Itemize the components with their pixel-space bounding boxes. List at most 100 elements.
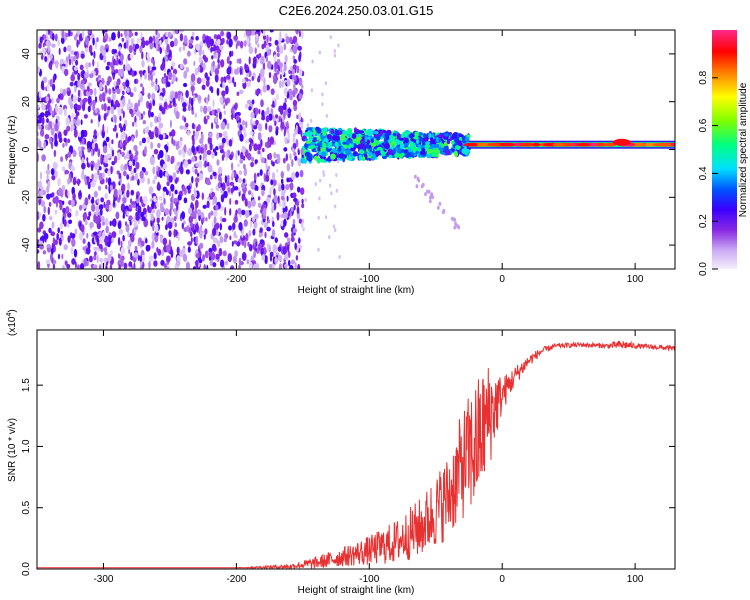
spectrogram-cell [71, 258, 76, 265]
spectrogram-cell [273, 202, 276, 211]
spectrogram-y-ticks: -40 -20 0 20 40 [21, 48, 675, 252]
spectrogram-cell [196, 172, 200, 177]
spectrogram-cell [120, 164, 125, 172]
spectrogram-cell [265, 55, 269, 63]
spectrogram-cell [157, 153, 160, 161]
spectrogram-cell [140, 211, 145, 218]
spectrogram-cell [60, 156, 64, 163]
spectrogram-cell [122, 197, 127, 204]
spectrogram-cell [57, 177, 61, 187]
spectrogram-cell [213, 216, 217, 225]
spectrogram-cell [85, 36, 88, 46]
spectrogram-cell [226, 67, 232, 75]
spectrogram-cell [45, 96, 49, 102]
colorbar: 0.0 0.2 0.4 0.6 0.8 Normalized spectral ampl… [698, 30, 749, 276]
spectrogram-cell [270, 160, 273, 165]
spectrogram-cell [175, 210, 178, 219]
spectrogram-cell [239, 67, 242, 76]
spectrogram-cell [263, 222, 268, 229]
spectrogram-cell [95, 216, 99, 225]
spectrogram-cell [241, 209, 246, 216]
spectrogram-cell [202, 254, 206, 262]
spectrogram-cell [119, 68, 125, 78]
spectrogram-cell [309, 118, 313, 123]
spectrogram-cell [444, 150, 451, 156]
spectrogram-cell [70, 233, 76, 239]
spectrogram-cell [257, 43, 260, 48]
spectrogram-cell [113, 114, 117, 124]
spectrogram-cell [122, 234, 125, 242]
spectrogram-cell [103, 103, 107, 112]
spectrogram-cell [125, 223, 130, 233]
spectrogram-cell [62, 143, 65, 148]
spectrogram-cell [88, 255, 93, 263]
spectrogram-cell [396, 133, 401, 140]
spectrogram-cell [254, 213, 259, 220]
spectrogram-cell [70, 165, 76, 172]
spectrogram-cell [117, 152, 121, 161]
spectrogram-cell [266, 49, 271, 56]
spectrogram-cell [222, 130, 228, 137]
spectrogram-cell [254, 47, 257, 54]
spectrogram-cell [57, 253, 61, 260]
spectrogram-cell [282, 102, 287, 111]
spectrogram-cell [297, 263, 301, 269]
spectrogram-cell [179, 125, 184, 130]
spectrogram-cell [152, 166, 156, 175]
spectrogram-cell [231, 106, 234, 115]
spectrogram-cell [76, 118, 80, 127]
spectrogram-cell [147, 109, 152, 118]
spectrogram-cell [225, 156, 228, 161]
spectrogram-cell [110, 166, 113, 175]
spectrogram-cell [43, 34, 47, 40]
spectrogram-cell [280, 196, 285, 201]
spectrogram-cell [285, 153, 288, 162]
spectrogram-cell [406, 148, 413, 153]
x-tick-label: -200 [226, 274, 246, 285]
spectrogram-cell [278, 263, 282, 269]
spectrogram-cell [47, 163, 50, 171]
spectrogram-cell [193, 60, 196, 67]
spectrogram-cell [268, 152, 273, 161]
spectrogram-cell [121, 151, 125, 157]
spectrogram-cell [456, 224, 459, 229]
spectrogram-cell [163, 101, 168, 110]
spectrogram-cell [242, 195, 246, 201]
spectrogram-cell [39, 171, 43, 180]
spectrogram-cell [245, 121, 248, 128]
spectrogram-cell [455, 145, 461, 150]
spectrogram-cell [373, 131, 379, 135]
spectrogram-cell [101, 50, 107, 56]
spectrogram-cell [246, 72, 250, 77]
spectrogram-cell [257, 132, 262, 141]
spectrogram-cell [320, 151, 327, 157]
spectrogram-cell [166, 81, 171, 88]
spectrogram-cell [288, 259, 291, 267]
spectrogram-x-axis-label: Height of straight line (km) [298, 285, 415, 296]
spectrogram-cell [297, 157, 302, 167]
spectrogram-cell [105, 48, 109, 53]
spectrogram-cell [129, 102, 133, 110]
spectrogram-cell [197, 124, 201, 131]
spectrogram-cell [232, 222, 236, 231]
spectrogram-cell [74, 85, 77, 93]
x-tick-label: -100 [359, 574, 379, 585]
spectrogram-cell [103, 30, 108, 33]
spectrogram-cell [465, 136, 469, 142]
spectrogram-cell [158, 122, 164, 129]
spectrogram-cell [54, 209, 58, 215]
spectrogram-cell [202, 50, 205, 56]
spectrogram-cell [111, 237, 115, 244]
spectrogram-cell [74, 107, 78, 114]
spectrogram-cell [292, 147, 295, 153]
spectrogram-cell [91, 203, 96, 212]
spectrogram-cell [188, 96, 192, 105]
spectrogram-cell [220, 194, 225, 203]
spectrogram-cell [51, 97, 54, 105]
spectrogram-cell [261, 254, 266, 261]
carrier-cell [472, 142, 493, 147]
spectrogram-cell [104, 251, 108, 256]
spectrogram-cell [194, 199, 199, 209]
spectrogram-cell [206, 149, 212, 156]
spectrogram-cell [358, 130, 364, 134]
